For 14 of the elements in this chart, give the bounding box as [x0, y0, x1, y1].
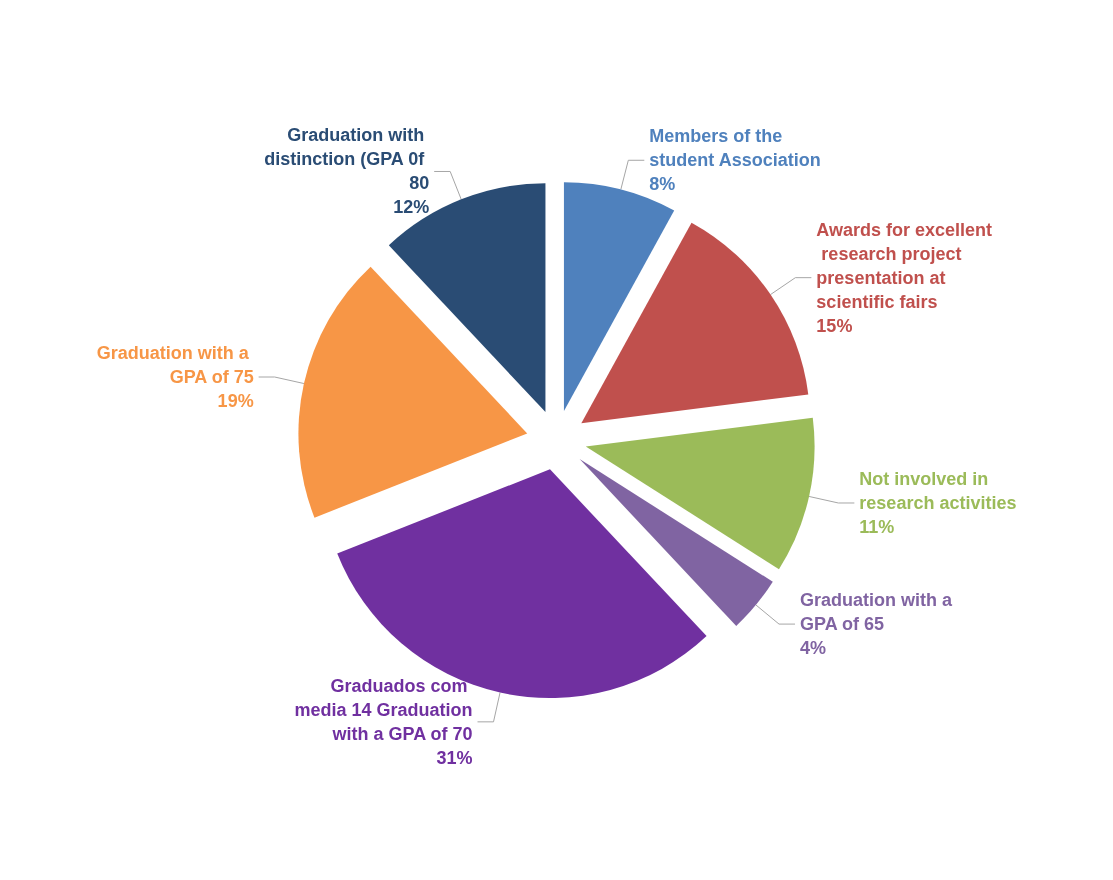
- slice-label: Graduation with a GPA of 75: [96, 343, 254, 387]
- data-label: 12%: [393, 197, 430, 218]
- slice-label: Members of the student Association: [649, 126, 821, 171]
- data-label: 31%: [436, 747, 473, 768]
- data-label: 8%: [649, 174, 676, 195]
- slice-label: Graduation with a GPA of 65: [800, 590, 958, 635]
- data-label: 11%: [859, 517, 895, 537]
- slice-label: Graduation with distinction (GPA 0f 80: [264, 125, 430, 194]
- slice-label: Awards for excellent research project presentation at scientific fairs: [816, 219, 993, 312]
- data-label: 4%: [800, 638, 827, 659]
- data-label: 15%: [816, 315, 853, 336]
- slice-label: Not involved in research activities: [859, 469, 1017, 513]
- slice-label: Graduados com media 14 Graduation with a GPA of 70: [294, 675, 473, 744]
- data-label: 19%: [217, 391, 254, 411]
